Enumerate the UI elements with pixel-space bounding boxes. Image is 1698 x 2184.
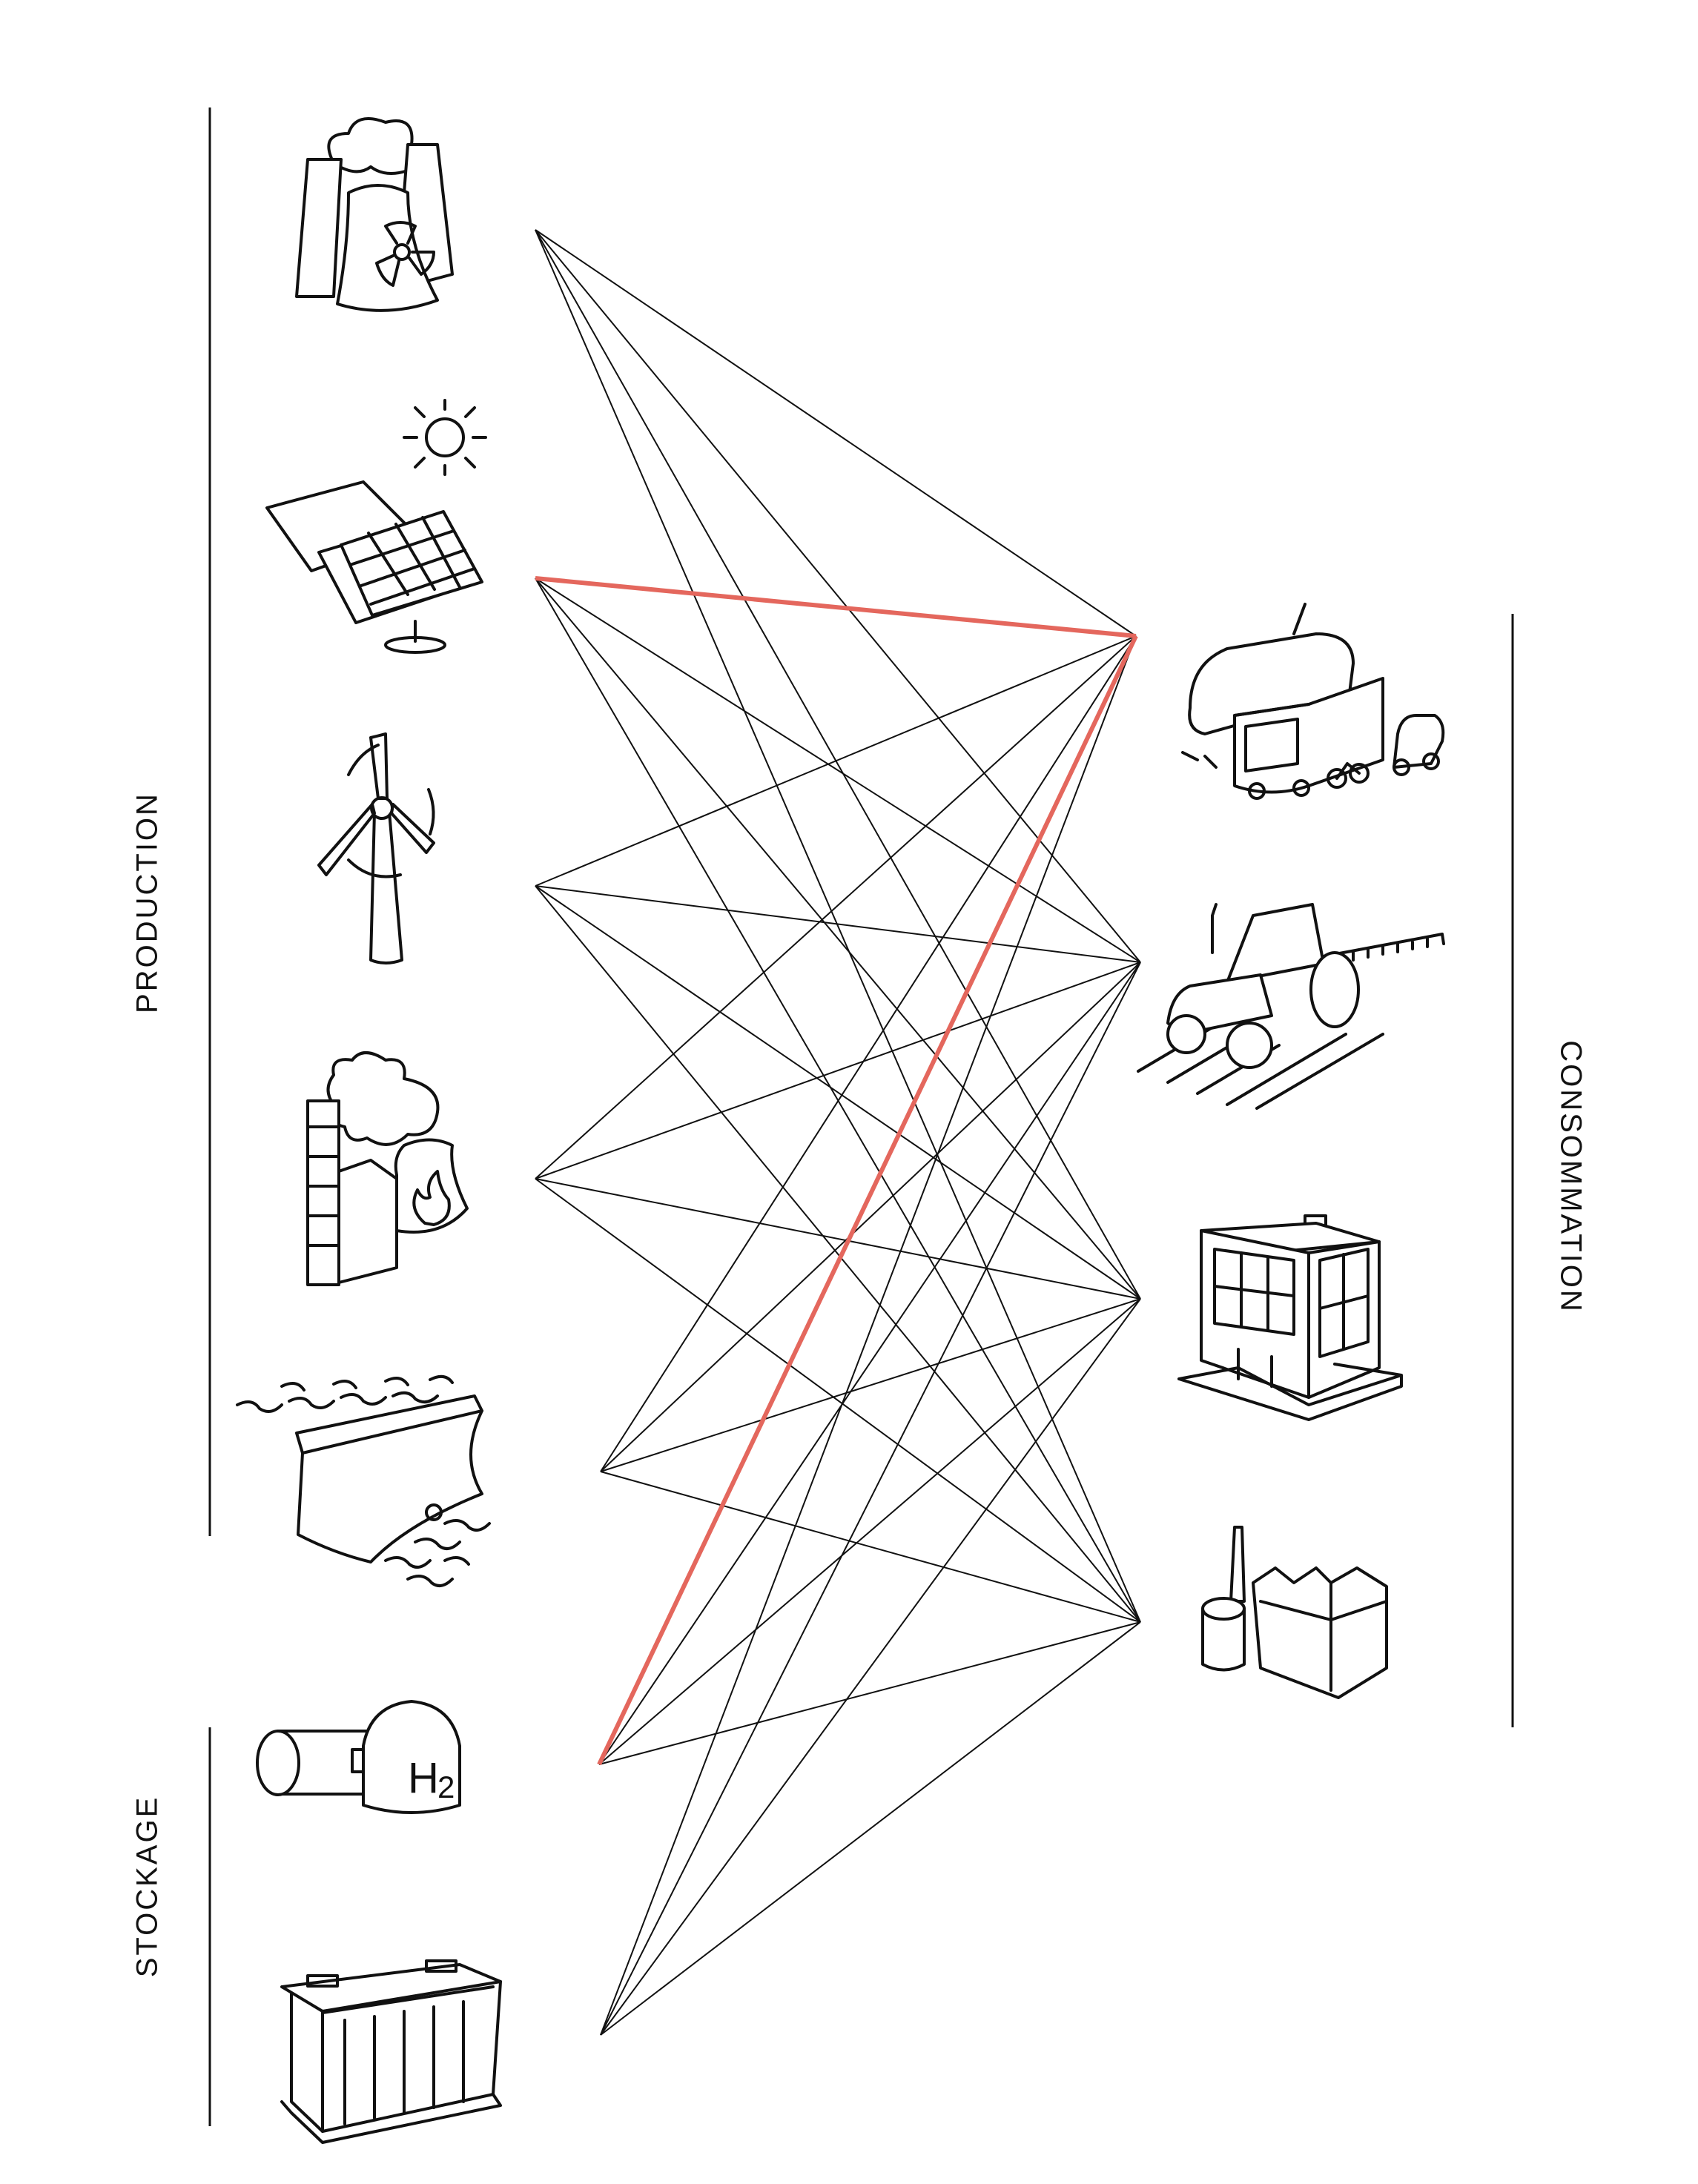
link-battery-to-building	[600, 1298, 1141, 2036]
nuclear-plant-icon	[295, 117, 454, 312]
building-icon	[1177, 1214, 1403, 1421]
connection-lines	[535, 229, 1141, 2036]
tractor-icon	[1137, 903, 1445, 1110]
link-thermal-to-transport	[535, 635, 1137, 1179]
link-wind-to-building	[535, 885, 1141, 1300]
highlighted-link-solar-to-transport	[535, 576, 1137, 638]
link-hydrogen-to-building	[598, 1298, 1141, 1765]
link-thermal-to-industry	[535, 1178, 1141, 1623]
link-wind-to-transport	[535, 635, 1137, 887]
thermal-plant-icon	[306, 1051, 469, 1286]
link-hydro-to-transport	[600, 635, 1137, 1472]
highlighted-link-hydrogen-to-transport	[597, 635, 1138, 1766]
link-nuclear-to-industry	[535, 229, 1141, 1623]
link-nuclear-to-agriculture	[535, 229, 1141, 963]
link-hydrogen-to-agriculture	[598, 962, 1141, 1765]
production-label: PRODUCTION	[131, 792, 164, 1013]
factory-icon	[1201, 1526, 1388, 1699]
consommation-label: CONSOMMATION	[1554, 1040, 1588, 1314]
link-battery-to-agriculture	[600, 962, 1141, 2036]
link-solar-to-agriculture	[535, 578, 1141, 963]
link-solar-to-building	[535, 578, 1141, 1300]
link-thermal-to-agriculture	[535, 962, 1141, 1179]
link-hydro-to-agriculture	[600, 962, 1141, 1472]
hydro-dam-icon	[236, 1374, 491, 1587]
wind-turbine-icon	[317, 732, 435, 964]
link-hydro-to-industry	[600, 1471, 1141, 1623]
solar-panel-icon	[265, 399, 487, 654]
link-battery-to-transport	[600, 635, 1137, 2036]
link-nuclear-to-building	[535, 229, 1141, 1300]
svg-text:H: H	[408, 1754, 439, 1802]
svg-text:2: 2	[437, 1770, 455, 1804]
link-wind-to-industry	[535, 885, 1141, 1623]
transport-icon	[1181, 603, 1445, 800]
stockage-label: STOCKAGE	[131, 1795, 164, 1978]
hydrogen-tank-icon: H 2	[256, 1700, 461, 1814]
link-hydro-to-building	[600, 1298, 1141, 1472]
link-wind-to-agriculture	[535, 885, 1141, 963]
link-hydrogen-to-industry	[598, 1621, 1141, 1765]
link-thermal-to-building	[535, 1178, 1141, 1300]
battery-icon	[280, 1959, 502, 2144]
link-battery-to-industry	[600, 1621, 1141, 2036]
link-nuclear-to-transport	[535, 229, 1137, 637]
highlighted-connections	[535, 576, 1138, 1766]
